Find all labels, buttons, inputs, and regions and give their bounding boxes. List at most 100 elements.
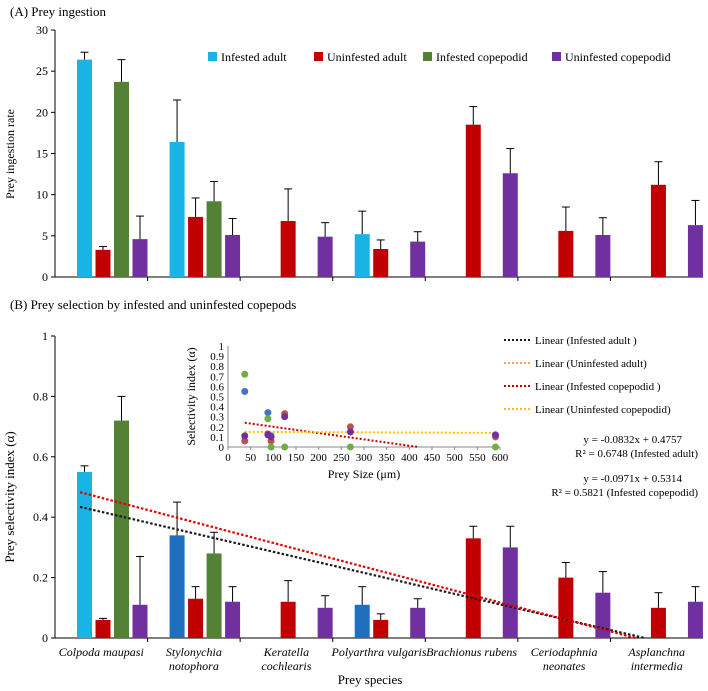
inset-trendline [244,421,419,448]
inset-y-tick-label: 0.3 [210,412,224,424]
inset-scatter-point [264,409,272,417]
inset-scatter: 00.10.20.30.40.50.60.70.80.91 0 50 100 150 20… [184,341,509,481]
panel-b-bar [206,553,222,638]
panel-b-x-category-label: Asplanchna [627,645,685,659]
inset-scatter-point [346,443,354,451]
panel-a-y-axis-label: Prey ingestion rate [3,109,17,199]
panel-a-legend-label: Uninfested adult [327,50,407,64]
panel-a-bar [373,249,389,277]
inset-scatter-point [281,443,289,451]
panel-b-bar [465,538,481,638]
panel-b-y-tick-label: 1 [42,329,48,343]
inset-scatter-point [241,437,249,445]
inset-scatter-point [346,423,354,431]
inset-scatter-point [346,428,354,436]
inset-x-tick-label: 400 [401,452,418,464]
panel-b-y-tick-label: 0.4 [33,510,48,524]
panel-b-bar [280,601,296,638]
panel-b-x-category-label: neonates [543,659,586,673]
panel-b-bar [687,601,703,638]
panel-b-y-tick-label: 0.8 [33,389,48,403]
panel-b-bar [558,577,574,638]
inset-x-tick-label: 250 [333,452,350,464]
inset-x-tick-label: 500 [446,452,463,464]
panel-b-legend-label: Linear (Uninfested adult) [535,358,647,370]
panel-b-x-axis-label: Prey species [338,672,403,687]
inset-x-tick-label: 200 [310,452,327,464]
panel-a-y-tick-label: 0 [42,270,48,284]
panel-a-bar [650,184,666,277]
inset-x-tick-label: 600 [492,452,509,464]
panel-b-bar [188,598,204,638]
panel-b-x-category-label: notophora [169,659,219,673]
inset-x-tick-label: 350 [378,452,395,464]
panel-b-bar [410,607,426,638]
panel-b-x-category-label: Brachionus rubens [426,645,517,659]
panel-a-y-tick-label: 10 [36,188,48,202]
panel-a-legend-swatch [423,52,432,61]
panel-b-x-category-label: Keratella [263,645,309,659]
inset-y-axis-label: Selectivity index (α) [184,347,198,445]
panel-b-equations: y = -0.0832x + 0.4757 R² = 0.6748 (Infest… [551,434,698,499]
panel-a-bars [77,51,703,278]
inset-x-tick-label: 0 [225,452,231,464]
inset-y-tick-label: 0.4 [210,402,224,414]
panel-a-title: (A) Prey ingestion [10,4,107,19]
panel-a-bar [206,201,222,277]
panel-b-bar [502,547,518,638]
inset-x-tick-label: 100 [265,452,282,464]
panel-a-y-tick-label: 15 [36,147,48,161]
panel-b-bar [95,619,111,638]
panel-b-equation-line: y = -0.0832x + 0.4757 [583,434,682,446]
panel-b-legend-label: Linear (Uninfested copepodid) [535,404,671,416]
panel-a-y-tick-label: 5 [42,229,48,243]
inset-y-tick-label: 0.9 [210,351,224,363]
panel-a-y-ticks: 0 5 10 15 20 25 30 [36,23,55,284]
inset-y-tick-label: 0.2 [210,422,224,434]
panel-a-legend-swatch [552,52,561,61]
panel-a-legend-swatch [314,52,323,61]
panel-b-bar [354,604,370,638]
panel-a-bar [169,141,185,277]
panel-b-y-tick-label: 0.6 [33,450,48,464]
panel-b-x-category-label: Ceriodaphnia [531,645,598,659]
panel-b-x-category-label: Stylonychia [166,645,222,659]
panel-b-trendlines [79,491,645,640]
panel-b-bar [114,420,129,638]
panel-a-bar [95,249,111,277]
panel-b-x-category-label: Colpoda maupasi [59,645,144,659]
panel-a-bar [465,124,481,277]
panel-b-y-tick-label: 0.2 [33,571,48,585]
panel-a-bar [225,235,241,277]
panel-b-bar [225,601,241,638]
inset-y-tick-label: 0.7 [210,371,224,383]
panel-b-x-category-label: Polyarthra vulgaris [331,645,427,659]
panel-a-bar [687,225,703,277]
panel-b-legend-label: Linear (Infested adult ) [535,335,637,347]
panel-a-legend-swatch [208,52,217,61]
panel-b-title: (B) Prey selection by infested and uninf… [10,297,296,312]
panel-b-x-category-label: intermedia [631,659,683,673]
inset-scatter-point [264,415,272,423]
panel-a-y-tick-label: 25 [36,64,48,78]
panel-a-bar [354,234,370,277]
panel-a-legend-label: Infested copepodid [436,50,528,64]
inset-x-tick-label: 50 [245,452,257,464]
inset-scatter-point [491,443,499,451]
panel-a-bar [77,59,92,277]
inset-y-tick-label: 0 [219,442,225,454]
panel-b-trendline [79,491,636,640]
inset-x-tick-label: 550 [469,452,486,464]
panel-b-r-squared: R² = 0.5821 (Infested copepodid) [551,487,698,499]
panel-a-bar [317,236,333,277]
panel-b-bar [317,607,333,638]
inset-y-tick-label: 1 [219,341,225,353]
panel-b-legend-label: Linear (Infested copepodid ) [535,381,661,393]
panel-a-legend: Infested adult Uninfested adult Infested c… [208,50,671,64]
panel-b-y-axis-label: Prey selectivity index (α) [2,431,17,562]
panel-b-bar [77,471,92,638]
panel-b-y-ticks: 0 0.2 0.4 0.6 0.8 1 [33,329,55,645]
inset-y-tick-label: 0.6 [210,381,224,393]
inset-scatter-point [491,431,499,439]
